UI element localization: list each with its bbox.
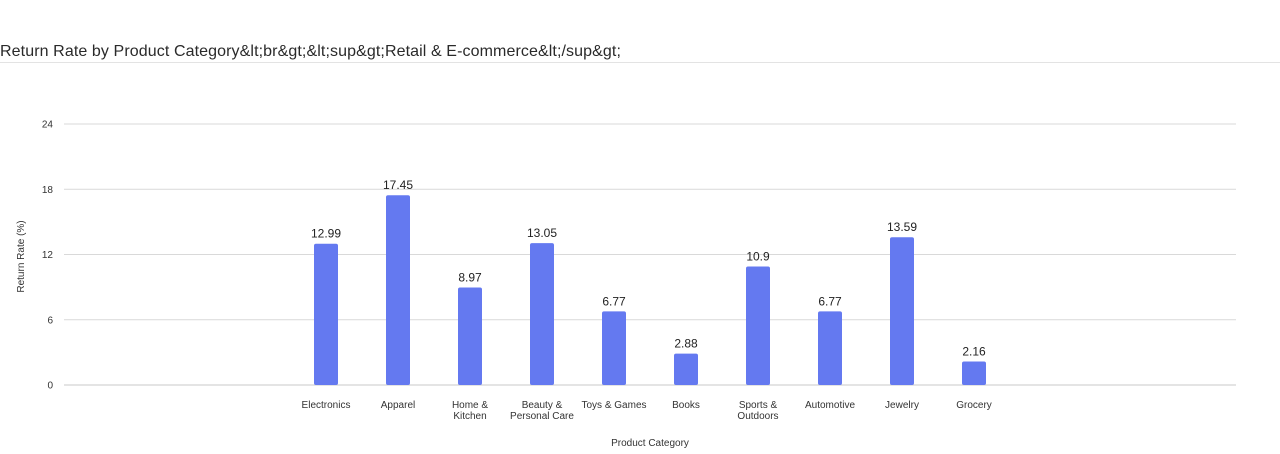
x-tick-label: Personal Care	[510, 411, 574, 422]
chart-header: Return Rate by Product Category&lt;br&gt…	[0, 0, 1280, 63]
y-tick-label: 24	[42, 120, 54, 131]
y-tick-label: 18	[42, 185, 54, 196]
bar	[674, 353, 698, 385]
x-tick-label: Sports &	[739, 400, 778, 411]
bar	[458, 287, 482, 385]
data-label: 8.97	[458, 270, 482, 284]
bar	[890, 237, 914, 385]
data-label: 12.99	[311, 227, 341, 241]
data-label: 2.16	[962, 345, 986, 359]
x-tick-label: Apparel	[381, 400, 415, 411]
x-tick-label: Kitchen	[453, 411, 486, 422]
x-tick-label: Grocery	[956, 400, 992, 411]
x-tick-label: Automotive	[805, 400, 855, 411]
data-label: 17.45	[383, 178, 413, 192]
y-tick-label: 6	[47, 315, 53, 326]
y-tick-label: 12	[42, 250, 54, 261]
x-tick-label: Jewelry	[885, 400, 919, 411]
x-axis-title: Product Category	[611, 438, 689, 449]
chart-title: Return Rate by Product Category&lt;br&gt…	[0, 43, 622, 60]
data-label: 13.59	[887, 220, 917, 234]
data-label: 6.77	[602, 294, 626, 308]
bar	[530, 243, 554, 385]
bar	[314, 243, 338, 385]
bar	[386, 195, 410, 385]
x-tick-label: Beauty &	[522, 400, 563, 411]
x-tick-label: Outdoors	[737, 411, 778, 422]
data-label: 6.77	[818, 294, 842, 308]
data-label: 2.88	[674, 337, 698, 351]
y-axis-title: Return Rate (%)	[16, 220, 27, 292]
bar	[962, 361, 986, 385]
y-tick-label: 0	[47, 381, 53, 392]
bar	[602, 311, 626, 385]
bar	[818, 311, 842, 385]
x-tick-label: Electronics	[302, 400, 351, 411]
x-tick-label: Home &	[452, 400, 488, 411]
data-label: 13.05	[527, 226, 557, 240]
data-label: 10.9	[746, 249, 770, 263]
bar	[746, 266, 770, 385]
x-tick-label: Books	[672, 400, 700, 411]
x-tick-label: Toys & Games	[581, 400, 646, 411]
